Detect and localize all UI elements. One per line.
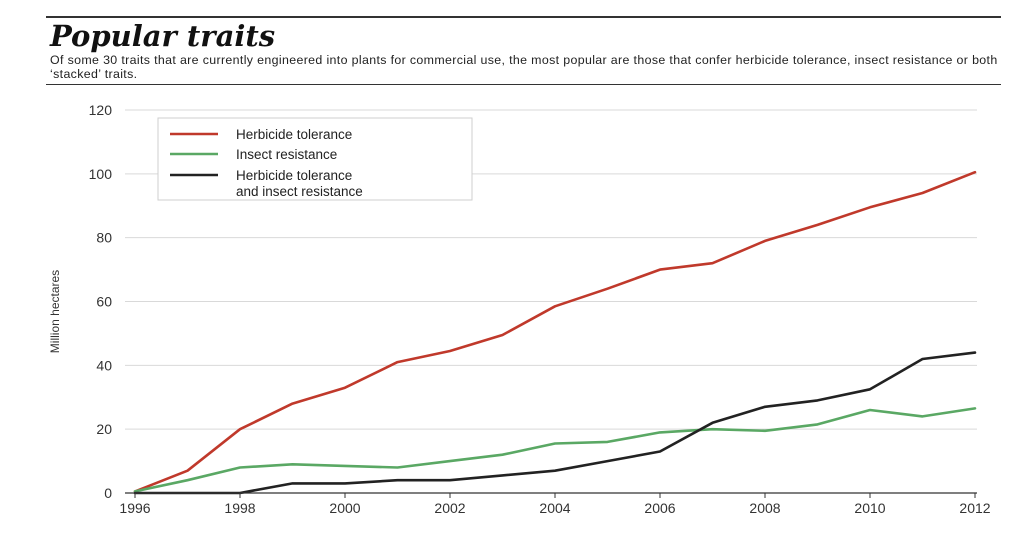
y-axis-label: Million hectares [48,270,62,353]
y-tick-label: 60 [96,294,112,310]
x-tick-label: 2008 [749,500,780,516]
legend: Herbicide tolerance Insect resistance Herb… [157,117,473,201]
x-tick-label: 1998 [224,500,255,516]
y-tick-label: 20 [96,421,112,437]
header-bottom-rule [46,84,1001,85]
y-tick-label: 0 [104,485,112,501]
series-line-2 [133,407,977,493]
axes: 0 20 40 60 80 100 120 1996 1998 2000 2002 2004 2006 2… [48,102,991,516]
legend-label-3: Herbicide tolerance and insect resistance [236,168,363,199]
series-line-1 [133,170,977,493]
y-tick-label: 80 [96,230,112,246]
y-tick-label: 40 [96,357,112,373]
x-tick-label: 2002 [434,500,465,516]
x-tick-label: 2004 [539,500,570,516]
legend-box [157,117,473,201]
top-rule [46,16,1001,18]
legend-label-2: Insect resistance [236,147,337,162]
chart-subtitle: Of some 30 traits that are currently eng… [50,53,998,81]
series-layer [133,170,977,495]
x-tick-label: 2012 [959,500,990,516]
y-tick-label: 100 [89,166,113,182]
series-line-3 [133,351,977,495]
x-tick-label: 2000 [329,500,360,516]
chart-title: Popular traits [50,19,276,53]
x-tick-label: 2006 [644,500,675,516]
y-tick-label: 120 [89,102,113,118]
x-tick-label: 2010 [854,500,885,516]
x-tick-label: 1996 [119,500,150,516]
legend-label-1: Herbicide tolerance [236,127,352,142]
